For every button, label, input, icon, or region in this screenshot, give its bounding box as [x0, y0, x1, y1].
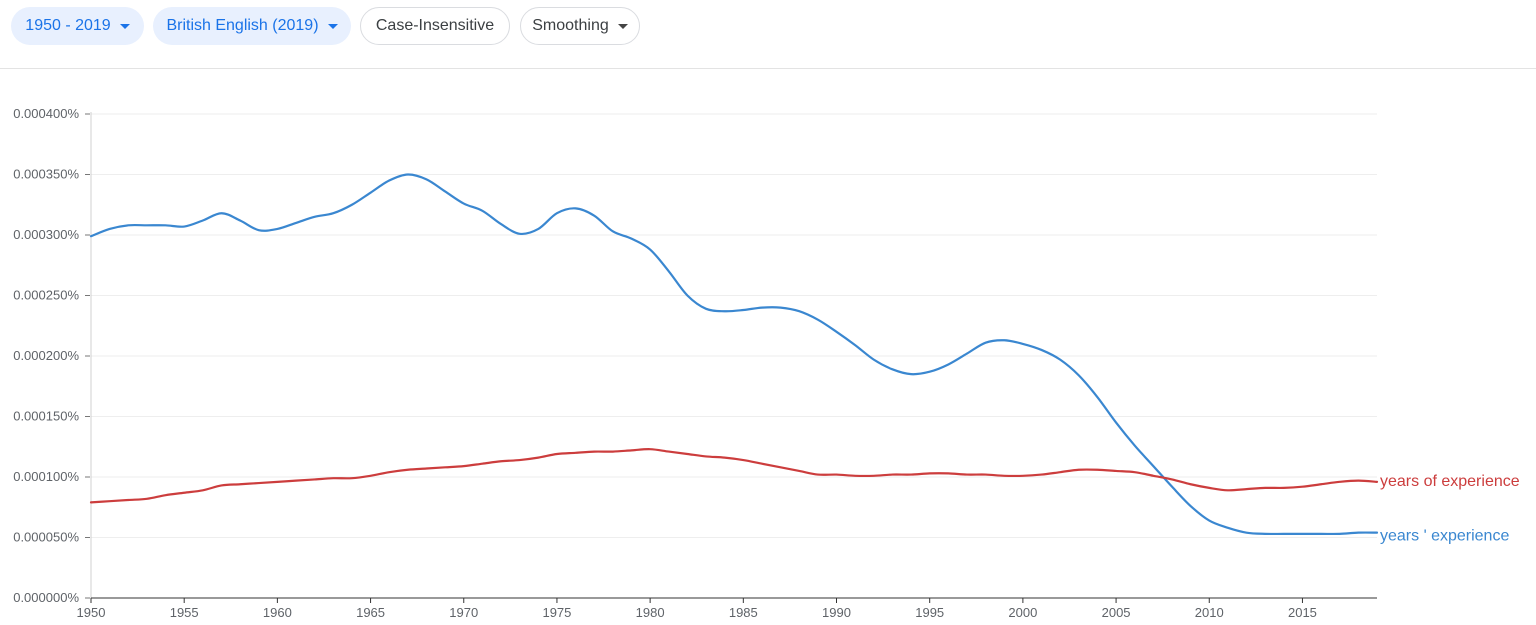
x-tick-label: 1995 [915, 605, 944, 620]
x-tick-label: 1955 [170, 605, 199, 620]
caret-down-icon [327, 23, 338, 29]
series-label[interactable]: years ' experience [1380, 528, 1509, 545]
y-tick-label: 0.000350% [13, 167, 79, 182]
x-tick-label: 1985 [729, 605, 758, 620]
y-tick-label: 0.000100% [13, 469, 79, 484]
smoothing-dropdown[interactable]: Smoothing [520, 7, 640, 45]
x-tick-label: 1965 [356, 605, 385, 620]
year-range-label: 1950 - 2019 [25, 17, 111, 34]
x-tick-label: 1970 [449, 605, 478, 620]
toolbar: 1950 - 2019 British English (2019) Case-… [0, 0, 1536, 69]
y-tick-label: 0.000150% [13, 409, 79, 424]
x-tick-label: 1960 [263, 605, 292, 620]
grid [91, 113, 1377, 538]
series: years ' experience years of experience [89, 173, 1520, 545]
x-axis: 1950 1955 1960 1965 1970 1975 1980 1985 1990 1995… [77, 597, 1377, 620]
series-label[interactable]: years of experience [1380, 473, 1520, 490]
x-tick-label: 2005 [1102, 605, 1131, 620]
corpus-dropdown[interactable]: British English (2019) [153, 7, 351, 45]
case-insensitive-toggle[interactable]: Case-Insensitive [360, 7, 510, 45]
corpus-label: British English (2019) [166, 17, 319, 34]
series-line[interactable] [89, 448, 1379, 504]
y-axis: 0.000000% 0.000050% 0.000100% 0.000150% 0.00… [13, 106, 92, 605]
caret-down-icon [119, 23, 130, 29]
x-tick-label: 1990 [822, 605, 851, 620]
y-tick-label: 0.000200% [13, 348, 79, 363]
x-tick-label: 2000 [1008, 605, 1037, 620]
y-tick-label: 0.000250% [13, 288, 79, 303]
x-tick-label: 2010 [1195, 605, 1224, 620]
y-tick-label: 0.000400% [13, 106, 79, 121]
y-tick-label: 0.000300% [13, 227, 79, 242]
caret-down-icon [617, 23, 628, 29]
x-tick-label: 1980 [636, 605, 665, 620]
x-tick-label: 1950 [77, 605, 106, 620]
y-tick-label: 0.000000% [13, 590, 79, 605]
x-tick-label: 2015 [1288, 605, 1317, 620]
year-range-dropdown[interactable]: 1950 - 2019 [11, 7, 144, 45]
smoothing-label: Smoothing [532, 17, 609, 34]
y-tick-label: 0.000050% [13, 530, 79, 545]
case-insensitive-label: Case-Insensitive [375, 17, 495, 34]
x-tick-label: 1975 [542, 605, 571, 620]
series-line[interactable] [89, 173, 1379, 536]
